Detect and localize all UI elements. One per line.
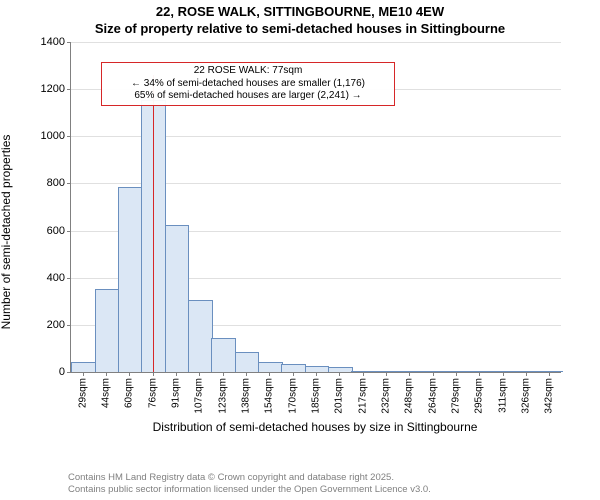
xtick-label: 154sqm — [264, 378, 275, 414]
xtick-label: 311sqm — [497, 378, 508, 413]
xtick-mark — [409, 372, 410, 376]
xtick-mark — [456, 372, 457, 376]
xtick-label: 326sqm — [521, 378, 532, 414]
ytick-label: 1400 — [41, 36, 65, 48]
xtick-mark — [269, 372, 270, 376]
xtick-mark — [339, 372, 340, 376]
xtick-mark — [526, 372, 527, 376]
ytick-label: 1200 — [41, 83, 65, 95]
histogram-bar — [258, 362, 283, 372]
ytick-mark — [67, 183, 71, 184]
xtick-label: 248sqm — [404, 378, 415, 414]
callout-line2: ← 34% of semi-detached houses are smalle… — [108, 78, 388, 91]
xtick-mark — [106, 372, 107, 376]
histogram-bar — [165, 225, 190, 372]
xtick-label: 44sqm — [101, 378, 112, 408]
xtick-mark — [433, 372, 434, 376]
xtick-mark — [223, 372, 224, 376]
xtick-label: 264sqm — [427, 378, 438, 414]
histogram-bar — [71, 362, 96, 372]
xtick-mark — [83, 372, 84, 376]
xtick-label: 279sqm — [451, 378, 462, 414]
xtick-mark — [293, 372, 294, 376]
property-marker-line — [153, 75, 154, 372]
xtick-mark — [153, 372, 154, 376]
ytick-mark — [67, 136, 71, 137]
xtick-label: 76sqm — [147, 378, 158, 408]
xtick-mark — [246, 372, 247, 376]
histogram-bar — [118, 187, 143, 372]
title-subtitle: Size of property relative to semi-detach… — [0, 21, 600, 36]
ytick-label: 600 — [47, 225, 65, 237]
xtick-mark — [386, 372, 387, 376]
xtick-label: 232sqm — [381, 378, 392, 414]
xtick-label: 60sqm — [124, 378, 135, 408]
callout-line3: 65% of semi-detached houses are larger (… — [108, 90, 388, 103]
title-address: 22, ROSE WALK, SITTINGBOURNE, ME10 4EW — [0, 4, 600, 19]
ytick-mark — [67, 89, 71, 90]
xtick-mark — [549, 372, 550, 376]
xtick-mark — [479, 372, 480, 376]
ytick-mark — [67, 42, 71, 43]
histogram-bar — [235, 352, 260, 372]
xtick-mark — [363, 372, 364, 376]
xtick-label: 217sqm — [357, 378, 368, 414]
xtick-mark — [503, 372, 504, 376]
xtick-mark — [199, 372, 200, 376]
xtick-label: 185sqm — [311, 378, 322, 414]
attribution-footer: Contains HM Land Registry data © Crown c… — [68, 472, 431, 496]
xtick-label: 138sqm — [241, 378, 252, 414]
ytick-label: 400 — [47, 272, 65, 284]
xtick-label: 107sqm — [194, 378, 205, 414]
gridline — [71, 42, 561, 43]
xtick-mark — [176, 372, 177, 376]
y-axis-label: Number of semi-detached properties — [0, 135, 13, 330]
xtick-mark — [316, 372, 317, 376]
ytick-mark — [67, 231, 71, 232]
histogram-bar — [211, 338, 236, 372]
chart-container: Number of semi-detached properties 02004… — [20, 42, 580, 422]
ytick-label: 1000 — [41, 130, 65, 142]
ytick-label: 0 — [59, 366, 65, 378]
xtick-label: 123sqm — [217, 378, 228, 414]
callout-box: 22 ROSE WALK: 77sqm← 34% of semi-detache… — [101, 62, 395, 106]
xtick-label: 201sqm — [334, 378, 345, 414]
ytick-mark — [67, 325, 71, 326]
plot-area: 020040060080010001200140029sqm44sqm60sqm… — [70, 42, 561, 373]
footer-line2: Contains public sector information licen… — [68, 484, 431, 496]
histogram-bar — [188, 300, 213, 372]
ytick-mark — [67, 278, 71, 279]
xtick-label: 91sqm — [171, 378, 182, 408]
xtick-label: 295sqm — [474, 378, 485, 414]
ytick-label: 800 — [47, 177, 65, 189]
footer-line1: Contains HM Land Registry data © Crown c… — [68, 472, 431, 484]
xtick-mark — [129, 372, 130, 376]
x-axis-label: Distribution of semi-detached houses by … — [70, 420, 560, 434]
xtick-label: 29sqm — [77, 378, 88, 408]
histogram-bar — [95, 289, 120, 373]
callout-line1: 22 ROSE WALK: 77sqm — [108, 65, 388, 78]
histogram-bar — [281, 364, 306, 372]
xtick-label: 170sqm — [287, 378, 298, 414]
ytick-mark — [67, 372, 71, 373]
ytick-label: 200 — [47, 319, 65, 331]
xtick-label: 342sqm — [544, 378, 555, 414]
